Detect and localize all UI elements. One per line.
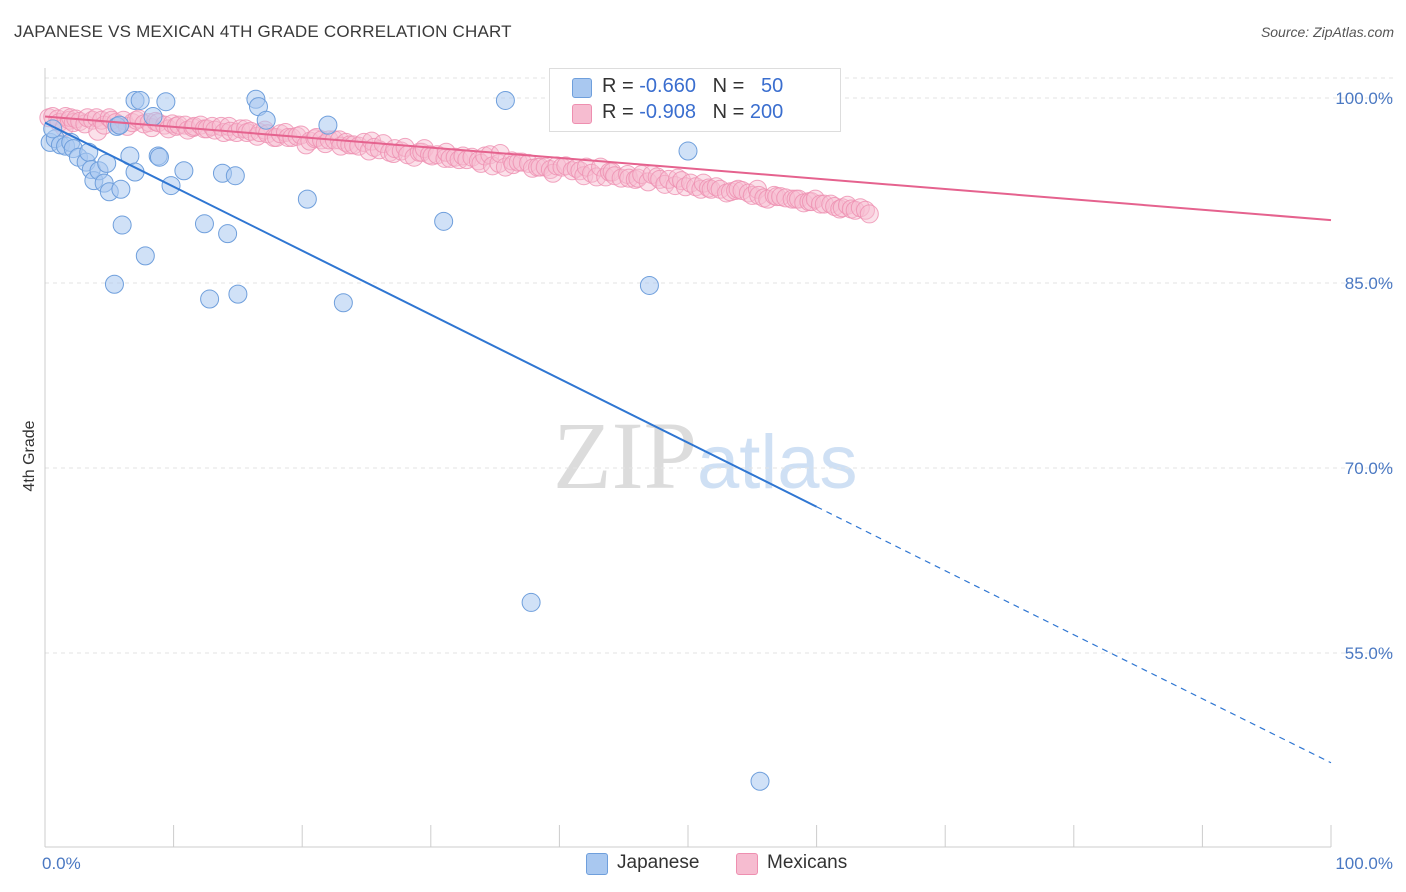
japanese-trend-line bbox=[44, 121, 818, 508]
japanese-swatch bbox=[572, 78, 592, 98]
japanese-point bbox=[79, 142, 99, 162]
japanese-point bbox=[318, 115, 338, 135]
y-axis-label: 4th Grade bbox=[21, 420, 38, 491]
mexicans-point bbox=[855, 200, 875, 220]
japanese-point bbox=[143, 107, 163, 126]
japanese-point bbox=[174, 161, 194, 181]
mexicans-point bbox=[169, 115, 189, 135]
mexicans-point bbox=[675, 177, 695, 197]
mexicans-point bbox=[665, 176, 685, 196]
japanese-points bbox=[40, 89, 770, 791]
y-tick-label: 85.0% bbox=[1345, 274, 1393, 293]
mexicans-point bbox=[512, 152, 532, 172]
japanese-point bbox=[125, 162, 145, 182]
japanese-point bbox=[639, 275, 659, 295]
watermark-zip: ZIP bbox=[553, 402, 697, 509]
mexicans-point bbox=[576, 157, 596, 177]
japanese-point bbox=[218, 224, 238, 244]
mexicans-point bbox=[859, 204, 879, 224]
japanese-trend-extension bbox=[816, 506, 1332, 764]
y-tick-label: 70.0% bbox=[1345, 459, 1393, 478]
japanese-n-value: 50 bbox=[761, 75, 784, 97]
mexicans-point bbox=[845, 200, 865, 220]
japanese-point bbox=[130, 90, 150, 110]
legend-mexicans-label: Mexicans bbox=[767, 852, 848, 873]
stats-box: R = -0.660 N = 50 R = -0.908 N = 200 bbox=[549, 68, 841, 132]
mexicans-point bbox=[611, 168, 631, 188]
japanese-point bbox=[750, 771, 770, 791]
japanese-point bbox=[521, 592, 541, 612]
japanese-point bbox=[434, 211, 454, 231]
mexicans-swatch bbox=[572, 104, 592, 124]
japanese-r-label: R = bbox=[602, 75, 640, 97]
japanese-point bbox=[112, 215, 132, 235]
watermark-atlas: atlas bbox=[697, 420, 858, 505]
label-layer: 100.0% 85.0% 70.0% 55.0% 0.0% 100.0% 4th Grade bbox=[21, 89, 1393, 873]
japanese-point bbox=[135, 246, 155, 266]
mexicans-r-value: -0.908 bbox=[639, 101, 696, 123]
mexicans-stats-text: R = -0.908 N = 200 bbox=[602, 101, 783, 124]
mexicans-n-label: N = bbox=[712, 101, 750, 123]
mexicans-point bbox=[742, 185, 762, 205]
y-tick-label: 100.0% bbox=[1335, 89, 1393, 108]
legend-mexicans-swatch bbox=[736, 853, 758, 875]
source-label: Source: ZipAtlas.com bbox=[1260, 24, 1394, 40]
japanese-point bbox=[256, 110, 276, 130]
japanese-point bbox=[200, 289, 220, 309]
japanese-point bbox=[156, 92, 176, 112]
japanese-point bbox=[333, 293, 353, 313]
japanese-stats-text: R = -0.660 N = 50 bbox=[602, 75, 783, 98]
japanese-point bbox=[495, 90, 515, 110]
chart-title: JAPANESE VS MEXICAN 4TH GRADE CORRELATIO… bbox=[14, 22, 512, 41]
trend-layer bbox=[44, 115, 1332, 764]
y-tick-label: 55.0% bbox=[1345, 644, 1393, 663]
x-tick-label: 100.0% bbox=[1335, 854, 1393, 873]
legend-japanese-label: Japanese bbox=[617, 852, 700, 873]
mexicans-trend-line bbox=[44, 115, 1332, 222]
x-tick-label: 0.0% bbox=[42, 854, 81, 873]
japanese-point bbox=[225, 166, 245, 186]
japanese-point bbox=[678, 141, 698, 161]
legend-japanese-swatch bbox=[586, 853, 608, 875]
mexicans-point bbox=[266, 127, 286, 147]
japanese-point bbox=[104, 274, 124, 294]
japanese-point bbox=[149, 147, 169, 167]
axis-layer bbox=[44, 68, 1332, 848]
japanese-point bbox=[111, 179, 131, 199]
watermark: ZIPatlas bbox=[553, 400, 858, 511]
mexicans-point bbox=[178, 120, 198, 140]
japanese-r-value: -0.660 bbox=[639, 75, 696, 97]
mexicans-point bbox=[628, 168, 648, 188]
japanese-point bbox=[194, 214, 214, 234]
japanese-point bbox=[297, 189, 317, 209]
mexicans-r-label: R = bbox=[602, 101, 640, 123]
japanese-point bbox=[228, 284, 248, 304]
japanese-n-label: N = bbox=[712, 75, 750, 97]
mexicans-n-value: 200 bbox=[749, 101, 784, 123]
mexicans-point bbox=[540, 160, 560, 180]
japanese-point bbox=[110, 115, 130, 135]
mexicans-point bbox=[647, 167, 667, 187]
grid-layer bbox=[45, 77, 1395, 654]
